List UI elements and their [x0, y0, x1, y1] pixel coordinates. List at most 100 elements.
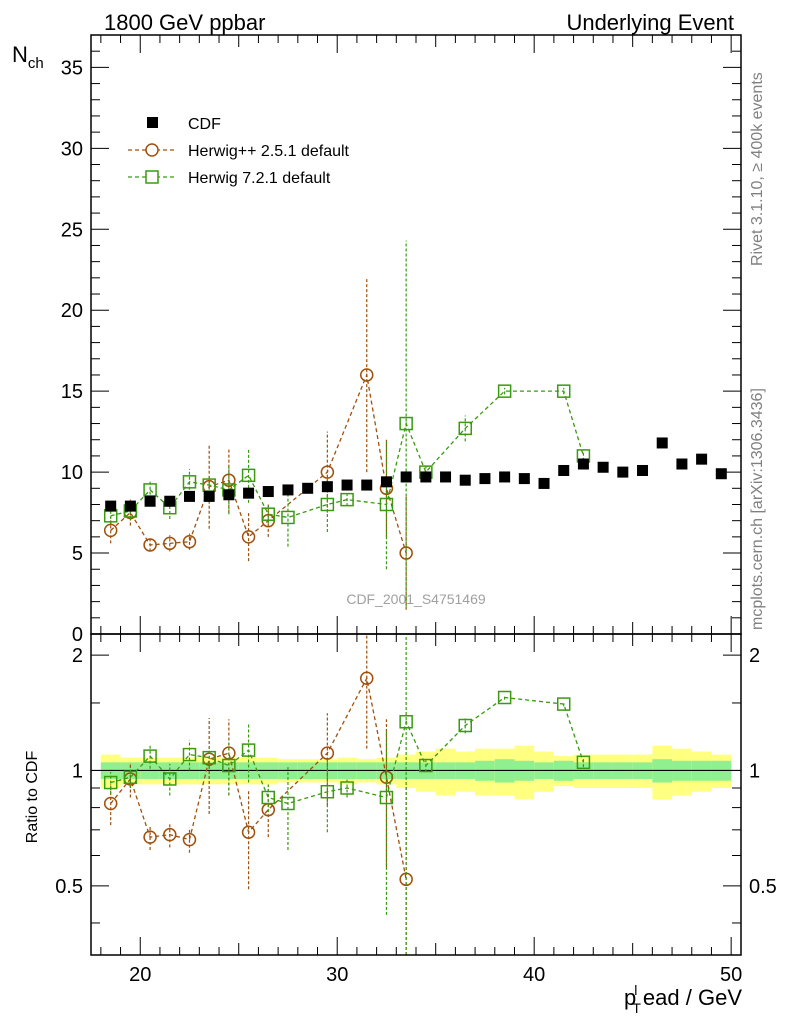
main-ytick-label: 25 — [61, 219, 83, 241]
main-ytick-label: 5 — [72, 543, 83, 565]
main-herwigpp-point — [163, 536, 177, 551]
main-ytick-label: 10 — [61, 462, 83, 484]
main-cdf-point — [321, 481, 333, 493]
ratio-axis-ticks: 0.5 0.5 1 1 2 2 20 30 40 50 — [55, 634, 777, 986]
rivet-version-label: Rivet 3.1.10, ≥ 400k events — [749, 72, 766, 266]
ratio-herwig7-point — [458, 718, 472, 733]
ratio-herwig7-point — [379, 790, 394, 805]
main-herwig7-point — [556, 384, 571, 398]
main-ylabel-sub: ch — [28, 55, 44, 72]
header-right-label: Underlying Event — [566, 10, 734, 35]
ratio-herwig7-point — [576, 755, 591, 770]
ratio-herwigpp-point — [103, 796, 118, 811]
main-cdf-point — [440, 471, 452, 483]
main-herwigpp-point — [103, 523, 118, 538]
ratio-ytick-label-right: 1 — [749, 760, 760, 782]
x-axis-label-rest: ead / GeV — [643, 985, 742, 1010]
x-tick-label: 20 — [129, 964, 151, 986]
ratio-herwig7-point — [163, 772, 177, 786]
ratio-series-layer — [103, 634, 591, 955]
ratio-herwig7-point — [103, 775, 118, 790]
legend-label-herwigpp: Herwig++ 2.5.1 default — [188, 143, 350, 160]
main-ytick-label: 15 — [61, 381, 83, 403]
ratio-herwig7-point — [241, 743, 256, 757]
legend-marker-herwig7 — [145, 170, 159, 184]
main-herwig7-point — [399, 416, 413, 431]
main-herwig7-point — [182, 475, 197, 489]
header-left-label: 1800 GeV ppbar — [104, 10, 265, 35]
x-axis-label-sup: l — [634, 982, 637, 998]
main-herwig7-point — [458, 421, 472, 436]
main-cdf-point — [518, 473, 530, 485]
main-cdf-point — [124, 500, 136, 512]
ratio-herwig7-point — [182, 747, 197, 762]
main-cdf-point — [637, 464, 649, 476]
ratio-herwigpp-point — [360, 671, 374, 686]
main-herwig7-point — [320, 497, 335, 512]
main-herwigpp-line — [110, 372, 407, 554]
ratio-plot-frame — [90, 633, 742, 956]
main-ytick-label: 0 — [72, 624, 83, 646]
main-cdf-point — [715, 468, 727, 480]
ratio-herwigpp-point — [163, 827, 177, 842]
ratio-herwig7-point — [399, 714, 413, 729]
x-tick-label: 40 — [523, 964, 545, 986]
main-cdf-point — [380, 476, 392, 488]
ratio-ytick-label: 0.5 — [55, 876, 83, 898]
main-cdf-point — [459, 474, 471, 486]
ratio-ytick-label-right: 2 — [749, 645, 760, 667]
main-cdf-point — [499, 471, 511, 483]
main-axis-ticks: 0 5 10 15 20 25 30 35 — [61, 35, 741, 646]
ratio-herwig7-point — [143, 749, 157, 763]
main-herwigpp-point — [143, 538, 157, 552]
main-herwig7-point — [281, 510, 295, 525]
x-tick-label: 30 — [326, 964, 348, 986]
legend-label-cdf: CDF — [188, 116, 221, 133]
ratio-herwig7-point — [281, 796, 295, 811]
main-cdf-point — [164, 495, 176, 507]
x-axis-label-p: p — [624, 985, 636, 1010]
main-ytick-label: 20 — [61, 300, 83, 322]
main-series-layer — [103, 240, 727, 610]
main-ylabel-base: N — [12, 42, 28, 67]
main-cdf-point — [617, 466, 629, 478]
analysis-watermark: CDF_2001_S4751469 — [346, 591, 486, 607]
main-cdf-point — [223, 489, 235, 501]
x-tick-label: 50 — [720, 964, 742, 986]
main-cdf-point — [558, 464, 570, 476]
main-cdf-point — [361, 479, 373, 491]
mcplots-source-label: mcplots.cern.ch [arXiv:1306.3436] — [749, 388, 766, 630]
main-cdf-point — [656, 437, 668, 449]
legend: CDF Herwig++ 2.5.1 default Herwig 7.2.1 … — [128, 116, 350, 187]
ratio-herwig7-point — [497, 690, 512, 705]
main-cdf-point — [183, 490, 195, 502]
main-cdf-point — [696, 453, 708, 465]
main-ytick-label: 35 — [61, 57, 83, 79]
main-cdf-point — [420, 471, 432, 483]
ratio-herwig7-point — [123, 770, 138, 785]
main-herwig7-point — [340, 492, 354, 507]
main-cdf-point — [282, 484, 294, 496]
ratio-herwig7-point — [340, 781, 354, 795]
main-cdf-point — [341, 479, 353, 491]
ratio-herwig7-point — [222, 758, 236, 773]
main-cdf-point — [262, 486, 274, 498]
main-herwig7-point — [497, 384, 512, 398]
ratio-herwigpp-point — [241, 825, 256, 839]
legend-marker-herwigpp — [145, 143, 159, 157]
ratio-herwig7-point — [261, 790, 276, 805]
ratio-herwigpp-point — [182, 832, 197, 847]
main-cdf-point — [105, 500, 117, 512]
main-cdf-point — [203, 490, 215, 502]
x-axis-label-sub: T — [632, 1000, 641, 1016]
main-cdf-point — [538, 477, 550, 489]
main-herwigpp-point — [182, 534, 197, 549]
main-herwig7-point — [379, 497, 394, 512]
main-herwigpp-point — [320, 465, 335, 479]
main-cdf-point — [400, 471, 412, 483]
main-cdf-point — [676, 458, 688, 470]
main-cdf-point — [243, 487, 255, 499]
ratio-ytick-label-right: 0.5 — [749, 876, 777, 898]
legend-label-herwig7: Herwig 7.2.1 default — [188, 170, 331, 187]
